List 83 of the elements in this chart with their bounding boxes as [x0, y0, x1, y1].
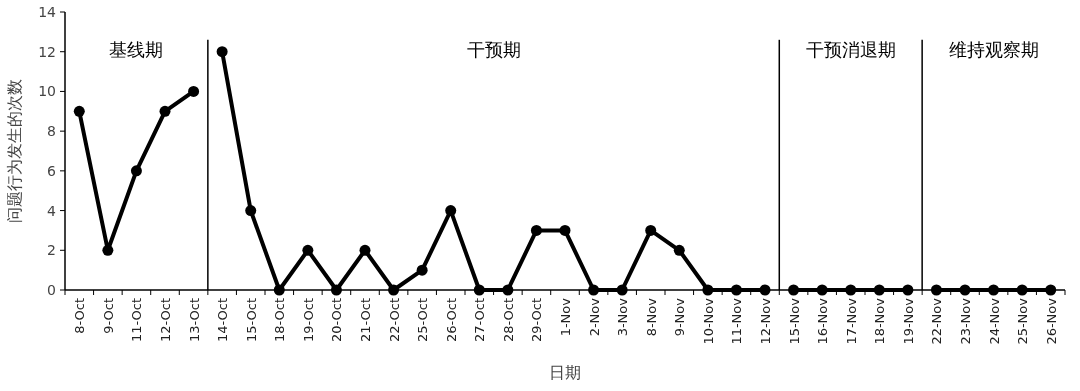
point [730, 284, 742, 296]
x-tick-label: 1-Nov [558, 297, 573, 337]
point [588, 284, 600, 296]
point [616, 284, 628, 296]
annotation: 基线期 [109, 39, 164, 60]
point [416, 264, 428, 276]
point [645, 224, 657, 236]
point [188, 85, 200, 97]
point [245, 205, 257, 217]
y-tick-label: 14 [38, 4, 57, 20]
point [73, 105, 85, 117]
point [759, 284, 771, 296]
x-tick-label: 23-Nov [958, 297, 973, 345]
annotation: 维持观察期 [948, 39, 1039, 60]
x-tick-label: 15-Oct [243, 298, 259, 343]
y-tick-label: 2 [47, 242, 56, 259]
x-tick-label: 14-Oct [215, 298, 231, 343]
x-tick-label: 8-Oct [72, 298, 88, 334]
point [1045, 284, 1057, 296]
point [930, 284, 942, 296]
x-tick-label: 11-Nov [729, 297, 745, 345]
point [816, 284, 828, 296]
point [159, 105, 171, 117]
point [388, 284, 400, 296]
x-tick-label: 19-Nov [900, 297, 916, 345]
x-tick-label: 20-Oct [329, 298, 345, 343]
point [673, 244, 685, 256]
x-tick-label: 12-Oct [158, 298, 173, 343]
point [1016, 284, 1028, 296]
point [873, 284, 885, 296]
x-tick-label: 26-Oct [443, 298, 459, 343]
y-tick-label: 0 [47, 282, 56, 298]
x-tick-label: 12-Nov [758, 297, 773, 345]
point [473, 284, 485, 296]
x-tick-label: 26-Nov [1043, 297, 1059, 345]
point [788, 284, 800, 296]
x-tick-label: 24-Nov [986, 297, 1002, 345]
point [330, 284, 342, 296]
point [559, 224, 571, 236]
point [216, 46, 228, 58]
y-tick-label: 8 [47, 123, 56, 140]
point [502, 284, 514, 296]
x-tick-label: 21-Oct [358, 298, 373, 343]
point [988, 284, 1000, 296]
x-tick-label: 3-Nov [615, 297, 631, 337]
x-tick-label: 10-Nov [700, 297, 716, 345]
x-tick-label: 8-Nov [643, 297, 659, 337]
point [273, 284, 285, 296]
x-tick-label: 19-Oct [300, 298, 316, 343]
x-tick-label: 13-Oct [186, 298, 202, 343]
point [902, 284, 914, 296]
x-tick-label: 16-Nov [815, 297, 831, 345]
y-tick-label: 12 [38, 43, 56, 60]
x-tick-label: 22-Oct [386, 298, 402, 343]
x-tick-label: 9-Nov [672, 297, 688, 337]
annotation: 干预期 [466, 39, 521, 60]
x-tick-label: 25-Oct [415, 298, 431, 343]
point [845, 284, 857, 296]
x-tick-label: 29-Oct [529, 298, 545, 343]
x-tick-label: 28-Oct [500, 298, 516, 343]
point [130, 165, 142, 177]
x-axis-title: 日期 [549, 363, 581, 382]
y-tick-label: 10 [38, 83, 56, 100]
x-tick-label: 22-Nov [929, 297, 945, 345]
x-tick-label: 2-Nov [586, 297, 602, 337]
point [359, 244, 371, 256]
y-axis-title: 问题行为发生的次数 [5, 79, 24, 223]
annotation: 干预消退期 [805, 39, 896, 60]
x-tick-label: 27-Oct [472, 298, 488, 343]
point [702, 284, 714, 296]
x-tick-label: 17-Nov [843, 297, 859, 345]
point [302, 244, 314, 256]
point [959, 284, 971, 296]
point [530, 224, 542, 236]
x-tick-label: 18-Nov [872, 297, 888, 345]
x-tick-label: 25-Nov [1015, 297, 1031, 345]
x-tick-label: 18-Oct [272, 298, 288, 343]
point [102, 244, 114, 256]
x-tick-label: 15-Nov [786, 297, 802, 345]
y-tick-label: 4 [47, 202, 57, 219]
x-tick-label: 9-Oct [100, 298, 116, 334]
x-tick-label: 11-Oct [129, 298, 145, 343]
y-tick-label: 6 [47, 162, 57, 179]
